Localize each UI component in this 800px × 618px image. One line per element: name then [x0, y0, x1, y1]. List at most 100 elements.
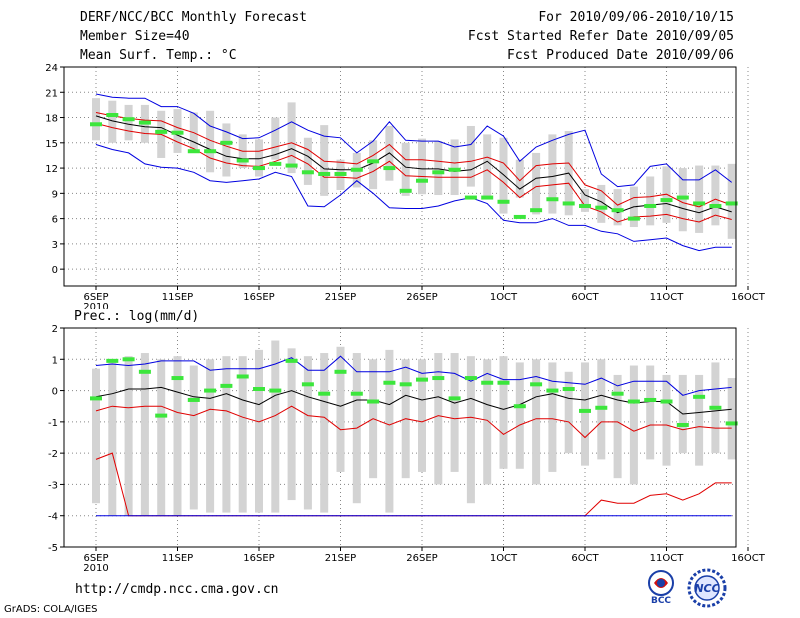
median-marker [220, 140, 233, 145]
median-marker [725, 201, 738, 206]
x-tick-label: 26SEP [406, 292, 437, 303]
median-marker [269, 388, 282, 393]
y-tick-label: 0 [52, 387, 58, 398]
x-tick-label: 11OCT [650, 553, 685, 564]
y-tick-label: 15 [45, 139, 58, 150]
x-tick-label: 6SEP [83, 553, 108, 564]
ensemble-box [255, 139, 263, 177]
median-marker [155, 413, 168, 418]
x-tick-label: 1OCT [490, 292, 518, 303]
x-tick-label: 6SEP [83, 292, 108, 303]
median-marker [171, 130, 184, 135]
y-tick-label: 9 [52, 189, 58, 200]
ensemble-box [108, 100, 117, 143]
ensemble-box [287, 102, 296, 174]
median-marker [448, 396, 461, 401]
median-marker [611, 208, 624, 213]
median-marker [432, 376, 445, 381]
x-tick-label: 6OCT [571, 292, 599, 303]
ensemble-box [287, 348, 296, 501]
median-marker [693, 201, 706, 206]
x-tick-label: 2010 [83, 302, 108, 313]
ensemble-box [434, 353, 443, 485]
median-marker [138, 120, 151, 125]
max-line [95, 93, 733, 188]
ensemble-box [206, 110, 215, 173]
median-marker [187, 149, 200, 154]
ensemble-box [418, 359, 426, 472]
ensemble-box [255, 349, 263, 513]
x-tick-label: 16SEP [243, 292, 274, 303]
median-marker [155, 129, 168, 134]
bcc-logo-text: BCC [650, 596, 672, 606]
y-tick-label: 2 [52, 324, 58, 335]
median-marker [253, 166, 265, 171]
median-marker [513, 214, 526, 219]
median-marker [497, 199, 510, 204]
forecast-period: For 2010/09/06-2010/10/15 [538, 10, 734, 25]
ensemble-box [434, 141, 443, 196]
ensemble-box [189, 112, 198, 152]
x-tick-label: 16OCT [731, 292, 766, 303]
footer-url[interactable]: http://cmdp.ncc.cma.gov.cn [75, 582, 279, 597]
ensemble-box [548, 134, 557, 214]
ensemble-box [629, 365, 638, 485]
median-marker [464, 376, 477, 381]
median-marker [383, 380, 396, 385]
median-marker [513, 404, 526, 409]
ensemble-box [124, 356, 133, 516]
median-marker [611, 391, 624, 396]
median-marker [676, 422, 689, 427]
plot-frame [63, 66, 737, 287]
ensemble-box [450, 139, 459, 196]
median-marker [595, 405, 608, 410]
ensemble-box [157, 359, 166, 516]
median-marker [497, 380, 510, 385]
y-tick-label: 6 [52, 215, 58, 226]
median-marker [301, 382, 314, 387]
ensemble-box [189, 365, 198, 510]
y-tick-label: 21 [45, 88, 58, 99]
x-tick-label: 26SEP [406, 553, 437, 564]
median-marker [187, 397, 200, 402]
ensemble-box [646, 365, 655, 460]
ensemble-box [450, 353, 459, 472]
x-tick-label: 6OCT [571, 553, 599, 564]
ensemble-box [222, 356, 231, 513]
ensemble-box [418, 138, 426, 195]
y-tick-label: -3 [48, 480, 58, 491]
ensemble-box [727, 163, 736, 239]
median-marker [627, 216, 640, 221]
ensemble-box [499, 356, 508, 469]
ensemble-box [515, 159, 524, 198]
ensemble-box [662, 374, 671, 466]
ensemble-box [206, 359, 215, 513]
produced-date: Fcst Produced Date 2010/09/06 [507, 48, 734, 63]
ensemble-box [92, 98, 100, 141]
x-tick-label: 21SEP [325, 292, 356, 303]
ensemble-box [320, 353, 329, 513]
ensemble-box [336, 346, 345, 472]
median-marker [416, 377, 428, 382]
median-marker [579, 408, 591, 413]
median-marker [464, 195, 477, 200]
ensemble-box [303, 137, 312, 185]
variable-label: Mean Surf. Temp.: °C [80, 48, 237, 63]
ensemble-box [597, 184, 606, 223]
median-marker [236, 158, 249, 163]
median-marker [660, 399, 673, 404]
median-marker [106, 358, 119, 363]
max-line [95, 355, 732, 396]
ensemble-box [532, 152, 541, 215]
ensemble-box [466, 125, 475, 187]
median-marker [204, 149, 217, 154]
plot-frame [63, 327, 737, 548]
median-marker [122, 357, 135, 362]
median-marker [220, 383, 233, 388]
ensemble-box [271, 117, 280, 160]
median-marker [595, 205, 608, 210]
median-marker [562, 387, 575, 392]
y-tick-label: 12 [45, 164, 58, 175]
ensemble-box [613, 189, 622, 226]
